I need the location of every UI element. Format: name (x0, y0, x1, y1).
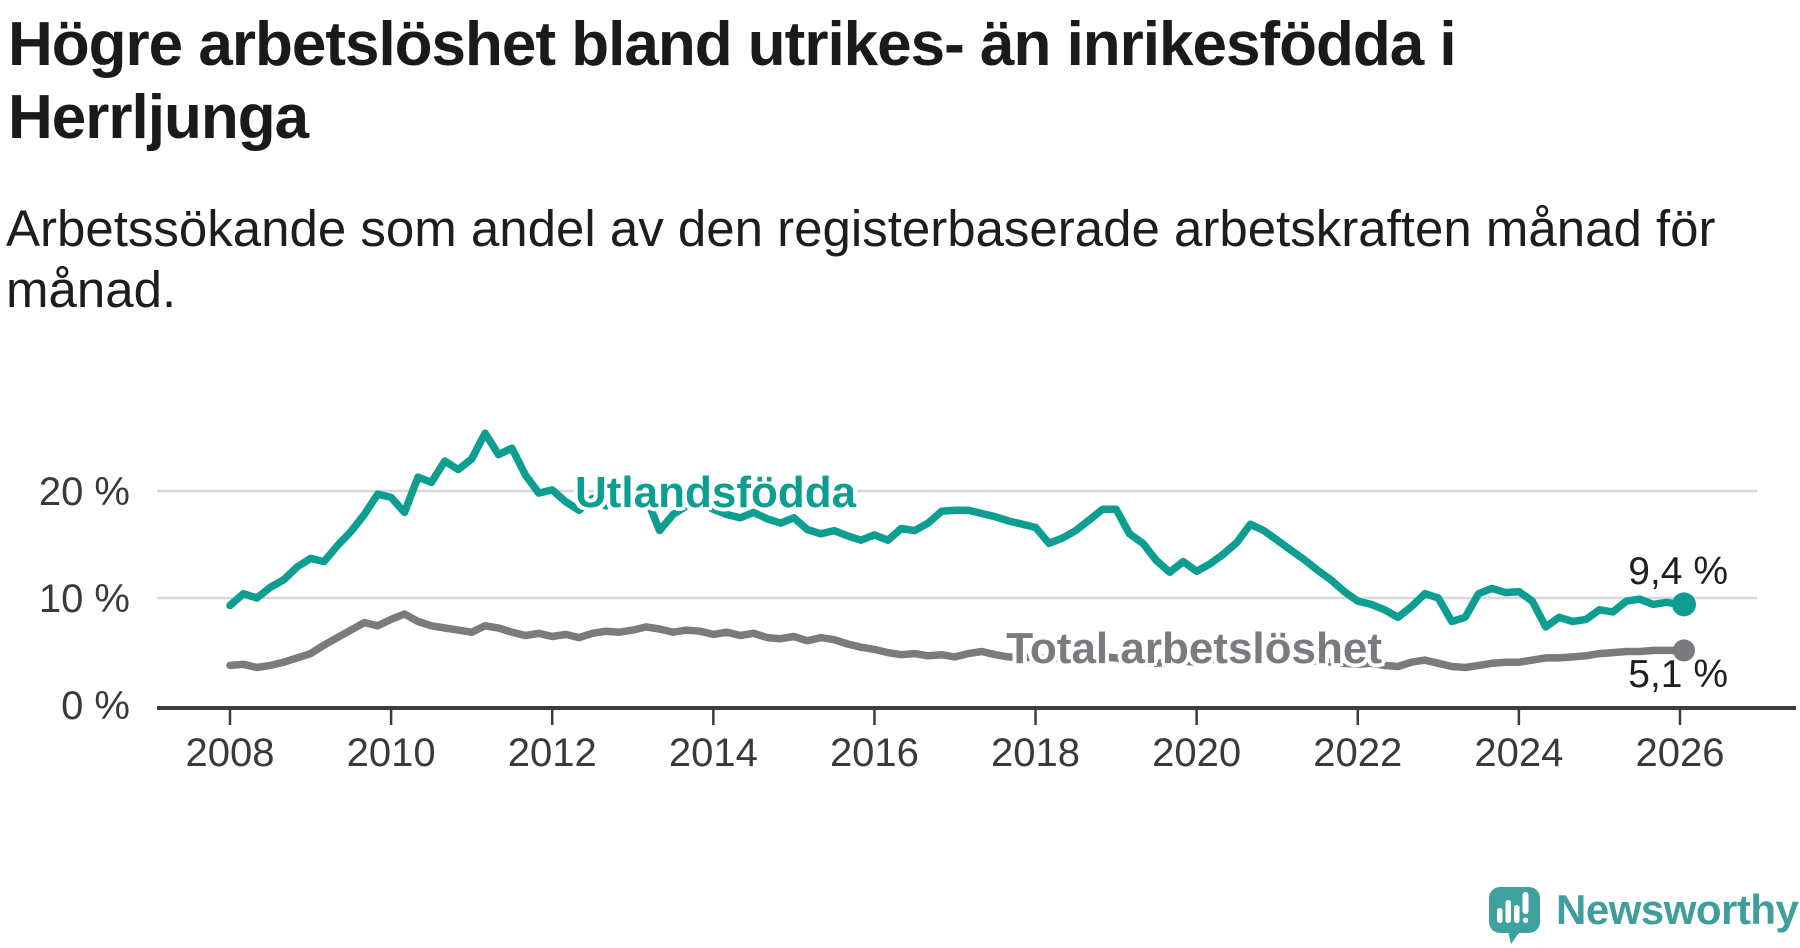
y-axis-tick-label: 10 % (39, 577, 130, 621)
newsworthy-logo: Newsworthy (1488, 885, 1799, 945)
chart-title: Högre arbetslöshet bland utrikes- än inr… (8, 10, 1457, 153)
chart-line-total (226, 610, 1684, 672)
end-dot-utlandsfodda (1671, 592, 1696, 617)
newsworthy-logo-icon (1489, 887, 1540, 944)
end-dot-total (1672, 639, 1695, 662)
end-value-label-total: 5,1 % (1628, 653, 1728, 696)
x-axis-tick-label: 2008 (186, 731, 275, 775)
x-axis-tick-label: 2014 (669, 731, 758, 775)
series-label-utlandsfodda: Utlandsfödda (575, 468, 857, 517)
x-axis-tick-label: 2010 (347, 731, 436, 775)
chart-subtitle: Arbetssökande som andel av den registerb… (6, 200, 1716, 319)
y-axis-tick-label: 20 % (39, 470, 130, 514)
newsworthy-logo-text: Newsworthy (1556, 885, 1799, 933)
y-axis-tick-label: 0 % (61, 684, 130, 728)
x-axis-tick-label: 2016 (830, 731, 919, 775)
chart-line-utlandsfodda (226, 429, 1684, 631)
logo-bars (1497, 892, 1529, 923)
x-axis-tick-label: 2024 (1474, 731, 1563, 775)
x-axis-tick-label: 2018 (991, 731, 1080, 775)
x-axis-tick-label: 2026 (1635, 731, 1724, 775)
x-axis-tick-label: 2022 (1313, 731, 1402, 775)
x-axis-tick-label: 2012 (508, 731, 597, 775)
end-value-label-utlandsfodda: 9,4 % (1628, 550, 1728, 593)
x-axis-tick-label: 2020 (1152, 731, 1241, 775)
series-label-total-arbetsloshet: Total arbetslöshet (1006, 624, 1382, 673)
